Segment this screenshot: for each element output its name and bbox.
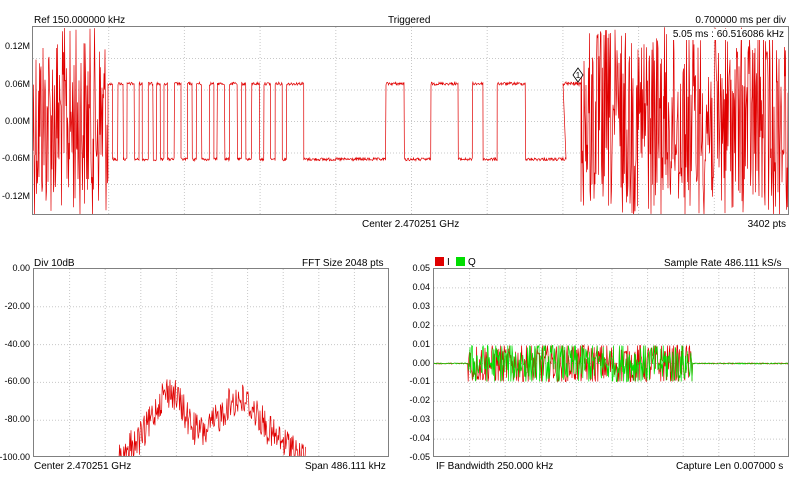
top-points-count: 3402 pts [747,219,786,230]
time-plot-y-tick: 0.00M [4,116,30,126]
iq-y-tick: 0.02 [412,319,430,330]
spectrum-y-tick: -20.00 [4,300,30,311]
top-center-frequency: Center 2.470251 GHz [362,219,460,230]
div-label: Div 10dB [34,258,75,269]
spectrum-grid [34,269,388,456]
span-label: Span 486.111 kHz [305,461,386,472]
time-domain-trace: 1 [33,27,788,214]
legend-i-label: I [447,257,450,268]
q-trace [434,344,788,382]
spectrum-y-tick: 0.00 [12,263,30,273]
iq-y-tick: 0.00 [412,357,430,368]
iq-y-tick: 0.01 [412,338,430,349]
iq-y-tick: 0.04 [412,281,430,292]
iq-y-tick: -0.05 [409,452,430,462]
marker-diamond [572,67,584,83]
marker-readout: 5.05 ms : 60.516086 kHz [672,29,784,40]
spectrum-y-tick: -80.00 [4,414,30,425]
time-plot-y-tick: 0.06M [4,79,30,89]
legend-q-swatch [456,257,465,266]
marker-number: 1 [576,71,581,80]
time-per-div-label: 0.700000 ms per div [695,15,786,26]
iq-y-tick: -0.03 [409,414,430,425]
spectrum-y-tick: -40.00 [4,338,30,349]
sample-rate-label: Sample Rate 486.111 kS/s [664,258,782,269]
marker-1: 1 [572,67,584,83]
time-domain-plot[interactable]: 1 5.05 ms : 60.516086 kHz [32,26,789,215]
spectrum-line [118,379,306,456]
ref-level-label: Ref 150.000000 kHz [34,15,126,26]
spectrum-trace [34,269,388,456]
trigger-status: Triggered [388,15,431,26]
time-plot-grid [33,27,788,214]
fft-size-label: FFT Size 2048 pts [302,258,384,269]
spectrum-center-frequency: Center 2.470251 GHz [34,461,132,472]
spectrum-plot[interactable] [33,268,389,457]
spectrum-y-tick: -100.00 [0,452,30,462]
iq-y-tick: -0.02 [409,395,430,406]
iq-y-tick: 0.03 [412,300,430,311]
time-plot-y-tick: -0.12M [1,191,30,201]
spectrum-y-tick: -60.00 [4,376,30,387]
fm-demod-trace [33,27,788,214]
time-plot-y-tick: 0.12M [4,41,30,51]
legend-i-swatch [435,257,444,266]
if-bandwidth-label: IF Bandwidth 250.000 kHz [436,461,554,472]
iq-y-tick: -0.01 [409,376,430,387]
iq-plot[interactable] [433,268,789,457]
iq-trace [434,269,788,456]
iq-y-tick: -0.04 [409,433,430,444]
legend-q-label: Q [468,257,476,268]
time-plot-y-tick: -0.06M [1,153,30,163]
iq-y-tick: 0.05 [412,263,430,273]
capture-length-label: Capture Len 0.007000 s [676,461,784,472]
